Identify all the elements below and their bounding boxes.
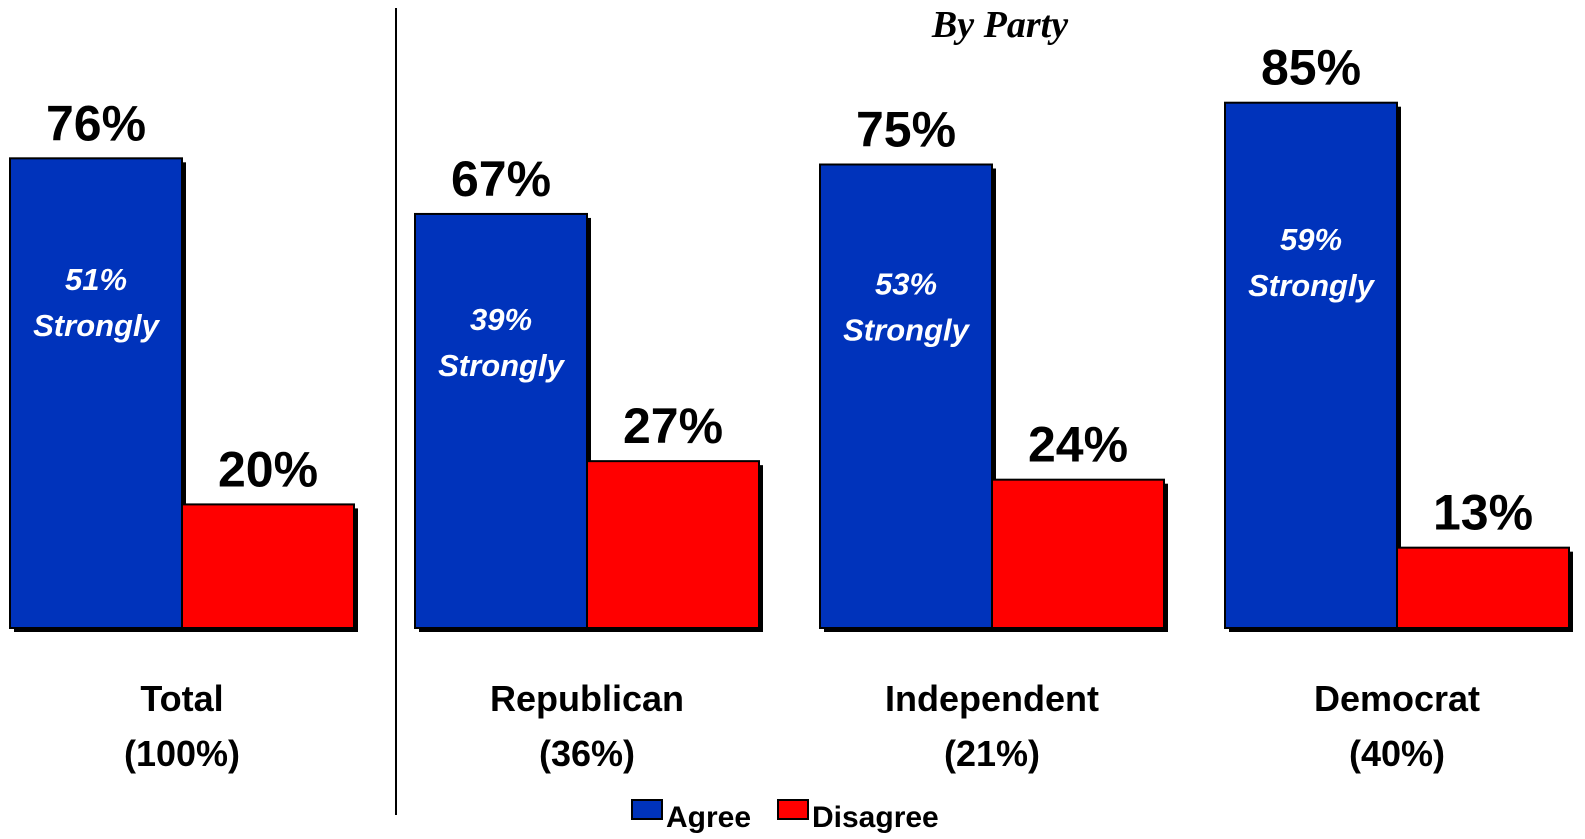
legend-swatch-agree (631, 799, 663, 820)
strongly-text-label: Strongly (1248, 268, 1375, 303)
bar-agree-democrat (1224, 101, 1398, 629)
bar-agree-republican (414, 212, 588, 629)
agree-value-label: 76% (46, 95, 146, 151)
strongly-text-label: Strongly (843, 312, 970, 347)
bar-disagree-independent (991, 478, 1165, 629)
category-share-label: (100%) (124, 733, 240, 774)
bar-disagree-total (181, 503, 355, 629)
strongly-pct-label: 53% (875, 266, 937, 301)
strongly-text-label: Strongly (438, 348, 565, 383)
agree-value-label: 75% (856, 102, 956, 158)
bar-agree-independent (819, 163, 993, 629)
strongly-pct-label: 51% (65, 262, 127, 297)
legend-label-agree: Agree (666, 801, 751, 834)
bar-disagree-democrat (1396, 546, 1570, 629)
category-share-label: (21%) (944, 733, 1040, 774)
category-label: Republican (490, 678, 684, 719)
disagree-value-label: 24% (1028, 417, 1128, 473)
disagree-value-label: 13% (1433, 485, 1533, 541)
category-share-label: (40%) (1349, 733, 1445, 774)
bar-agree-total (9, 157, 183, 629)
strongly-pct-label: 59% (1280, 222, 1342, 257)
disagree-value-label: 20% (218, 441, 318, 497)
category-label: Democrat (1314, 678, 1480, 719)
strongly-pct-label: 39% (470, 302, 532, 337)
legend: Agree Disagree (631, 799, 939, 834)
bar-disagree-republican (586, 460, 760, 630)
agree-value-label: 85% (1261, 40, 1361, 96)
legend-swatch-disagree (777, 799, 809, 820)
category-label: Total (140, 678, 223, 719)
labels-layer: 76% 20% 51% Strongly Total (100%) 67% 27% 39% Str… (33, 40, 1533, 774)
legend-label-disagree: Disagree (812, 801, 939, 834)
section-label: By Party (931, 4, 1068, 46)
disagree-value-label: 27% (623, 398, 723, 454)
bars-layer (9, 101, 1573, 632)
strongly-text-label: Strongly (33, 308, 160, 343)
agree-value-label: 67% (451, 151, 551, 207)
category-label: Independent (885, 678, 1099, 719)
category-share-label: (36%) (539, 733, 635, 774)
